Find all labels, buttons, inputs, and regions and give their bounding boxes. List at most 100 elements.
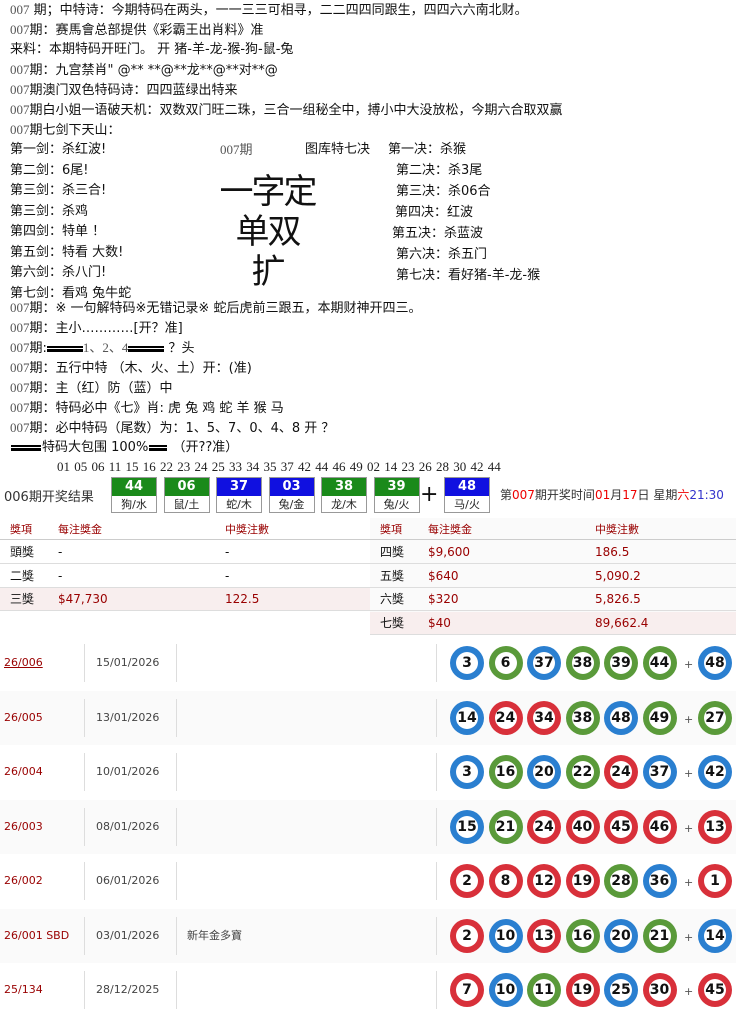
plus-sign: + (684, 767, 694, 780)
special-ball: 13 (698, 809, 732, 844)
next-day: 17 (622, 488, 638, 502)
prize-table-right: 獎項 每注獎金 中獎注數 四獎 $9,600 186.5 五獎 $640 5,090.2 六獎 $3… (370, 518, 736, 635)
ball-number: 24 (494, 706, 517, 729)
draw-id-link[interactable]: 26/005 (4, 710, 43, 724)
result-ball: 37 蛇/木 (216, 477, 262, 513)
ball-number: 1 (704, 870, 726, 892)
plus-sign: + (684, 985, 694, 998)
prize-cell: $47,730 (58, 592, 108, 606)
lottery-ball: 20 (604, 918, 638, 953)
line-end: ？头 (164, 341, 195, 356)
t: 月 (610, 488, 623, 502)
draw-row: 26/003 08/01/2026 15 21 24 40 45 46 +13 (0, 799, 736, 854)
draw-id-link[interactable]: 26/003 (4, 819, 43, 833)
text-line: 007期白小姐一语破天机：双数双门旺二珠，三合一组秘全中，搏小中大没放松，今期六… (10, 100, 563, 120)
ball-number: 24 (610, 761, 632, 783)
lottery-ball: 36 (642, 864, 677, 898)
lottery-ball: 16 (565, 918, 600, 953)
prize-row: 七獎 $40 89,662.4 (370, 611, 736, 635)
draw-row: 26/002 06/01/2026 2 8 12 19 28 36 +1 (0, 854, 736, 908)
period-number: 007 (10, 300, 30, 315)
ball-number: 21 (648, 924, 671, 947)
plus-sign: + (684, 876, 694, 889)
header-cell: 中獎注數 (225, 523, 269, 536)
ball-number: 3 (456, 761, 478, 783)
prize-cell: $40 (428, 615, 451, 630)
ball-number: 39 (374, 478, 419, 496)
ball-number: 38 (322, 478, 366, 496)
ball-number: 10 (494, 924, 517, 947)
next-time: 21:30 (689, 488, 724, 502)
special-ball: 45 (698, 973, 732, 1007)
ball-number: 2 (456, 924, 478, 947)
plus-sign: + (684, 821, 694, 835)
ball-number: 6 (494, 652, 517, 674)
lottery-ball: 25 (604, 973, 638, 1007)
ball-number: 37 (533, 652, 555, 674)
ball-number: 38 (571, 652, 594, 674)
result-ball: 39 兔/火 (373, 477, 420, 513)
text-line: 007期：赛馬會总部提供《彩霸王出肖料》准 (10, 20, 264, 40)
lottery-ball: 38 (565, 700, 600, 735)
draw-id-link[interactable]: 25/134 (4, 983, 43, 996)
ball-number: 27 (704, 706, 726, 729)
next-month: 01 (594, 488, 611, 502)
result-label: 006期开奖结果 (4, 490, 94, 505)
text-line: 007期：※ 一句解特码※无错记录※ 蛇后虎前三跟五，本期财神开四三。 (10, 298, 421, 318)
prize-cell: 5,826.5 (595, 592, 641, 606)
prize-cell: - (225, 568, 230, 583)
header-cell: 獎項 (380, 523, 402, 536)
draw-id-link[interactable]: 26/004 (4, 765, 43, 778)
sword-item: 第二剑：6尾! (10, 162, 89, 178)
ball-number: 40 (571, 815, 594, 838)
bar-decoration (11, 444, 41, 451)
period-number: 007 (10, 22, 30, 37)
ball-number: 44 (648, 652, 671, 674)
jue-item: 第七决：看好猪-羊-龙-猴 (396, 268, 541, 283)
ball-zodiac: 马/火 (454, 498, 480, 511)
lottery-ball: 28 (604, 864, 638, 898)
ball-zodiac: 兔/火 (383, 498, 410, 511)
draw-id-link[interactable]: 26/006 (4, 656, 43, 669)
divider (436, 698, 437, 737)
ball-number: 42 (704, 761, 726, 783)
prize-cell: 186.5 (595, 545, 630, 559)
next-weekday: 六 (677, 488, 690, 502)
ball-number: 28 (610, 870, 632, 892)
divider (436, 753, 437, 791)
draw-row: 26/001 SBD 03/01/2026 新年金多寶 2 10 13 16 20 21 +14 (0, 908, 736, 963)
t: 期开奖时间 (534, 488, 595, 502)
big-text-line: 一字定单双 (219, 172, 318, 252)
text-line: 007期：主（红）防（蓝）中 (10, 378, 173, 398)
period-number: 007 (10, 380, 30, 395)
draw-date: 03/01/2026 (96, 928, 160, 942)
ball-number: 2 (456, 870, 478, 892)
ball-number: 16 (494, 761, 517, 783)
special-ball: 48 马/火 (444, 477, 490, 513)
divider (84, 698, 85, 737)
t: 日 星期 (637, 488, 678, 502)
sword-item: 第七剑：看鸡 兔牛蛇 (10, 285, 132, 301)
lottery-ball: 7 (450, 973, 484, 1007)
prize-row: 六獎 $320 5,826.5 (370, 588, 736, 611)
divider (176, 698, 177, 737)
baowei-line: 特码大包围 100% （开??准） (10, 438, 238, 458)
draw-id-link[interactable]: 26/002 (4, 874, 43, 887)
prize-header: 獎項 每注獎金 中獎注數 (370, 518, 736, 540)
special-ball: 14 (698, 918, 732, 953)
draw-row: 26/005 13/01/2026 14 24 34 38 48 49 +27 (0, 690, 736, 745)
draw-row: 26/004 10/01/2026 3 16 20 22 24 37 +42 (0, 745, 736, 799)
divider (84, 862, 85, 900)
header-cell: 獎項 (10, 523, 32, 536)
prize-cell: 122.5 (225, 592, 260, 606)
lottery-ball: 38 (565, 646, 600, 680)
draw-id-link[interactable]: 26/001 SBD (4, 928, 70, 942)
lottery-ball: 40 (565, 809, 600, 844)
line-text: 期：※ 一句解特码※无错记录※ 蛇后虎前三跟五，本期财神开四三。 (29, 301, 422, 316)
prize-cell: 三獎 (10, 592, 35, 606)
ball-number: 24 (533, 815, 555, 838)
ball-number: 45 (704, 979, 726, 1001)
prize-cell: 89,662.4 (595, 615, 649, 630)
period-number: 007 (10, 82, 30, 97)
lottery-ball: 12 (527, 864, 561, 898)
